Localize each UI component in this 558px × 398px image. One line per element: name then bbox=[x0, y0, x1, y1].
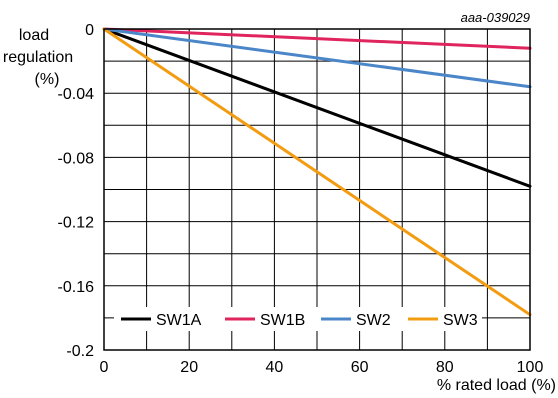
x-axis-label: % rated load (%) bbox=[437, 377, 556, 394]
x-tick-labels: 0 20 40 60 80 100 bbox=[100, 359, 544, 376]
x-tick-label: 20 bbox=[180, 359, 198, 376]
series-line-sw1a bbox=[102, 27, 532, 188]
legend-label: SW1A bbox=[156, 312, 202, 329]
y-tick-label: -0.08 bbox=[58, 150, 95, 167]
legend-label: SW2 bbox=[356, 312, 391, 329]
y-tick-label: -0.2 bbox=[66, 343, 94, 360]
x-tick-label: 60 bbox=[351, 359, 369, 376]
series-lines bbox=[102, 27, 532, 317]
x-tick-label: 100 bbox=[517, 359, 544, 376]
y-tick-label: -0.04 bbox=[58, 86, 95, 103]
y-tick-label: -0.12 bbox=[58, 215, 95, 232]
legend: SW1A SW1B SW2 SW3 bbox=[121, 312, 478, 329]
figure-identifier: aaa-039029 bbox=[461, 10, 530, 25]
series-line-sw1b bbox=[102, 27, 532, 50]
legend-label: SW3 bbox=[443, 312, 478, 329]
legend-label: SW1B bbox=[260, 312, 305, 329]
y-tick-label: -0.16 bbox=[58, 279, 95, 296]
x-tick-label: 80 bbox=[436, 359, 454, 376]
series-line-sw2 bbox=[102, 27, 532, 89]
series-line-sw3 bbox=[102, 27, 532, 317]
y-axis-label-line: regulation bbox=[3, 49, 73, 66]
y-tick-label: 0 bbox=[85, 22, 94, 39]
y-axis-label-line: load bbox=[19, 27, 49, 44]
x-tick-label: 0 bbox=[100, 359, 109, 376]
y-axis-label: load regulation (%) bbox=[3, 27, 73, 88]
y-tick-labels: 0 -0.04 -0.08 -0.12 -0.16 -0.2 bbox=[58, 22, 95, 360]
x-tick-label: 40 bbox=[266, 359, 284, 376]
plot-frame bbox=[103, 28, 531, 351]
y-axis-label-line: (%) bbox=[35, 71, 60, 88]
